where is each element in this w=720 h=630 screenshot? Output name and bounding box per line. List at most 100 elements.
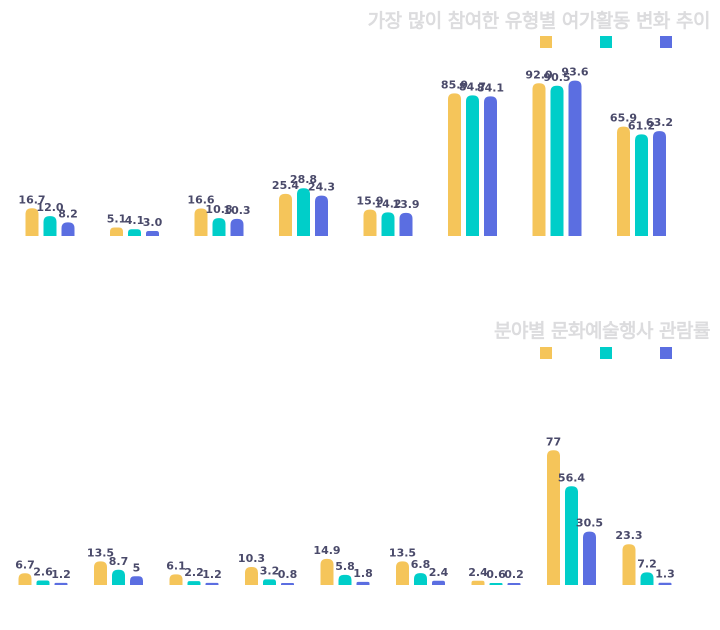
- data-label: 56.4: [558, 471, 585, 484]
- data-label: 63.2: [646, 116, 673, 129]
- data-label: 14.2: [374, 197, 401, 210]
- legend-swatch: [540, 36, 552, 48]
- data-label: 5: [133, 561, 141, 574]
- data-label: 0.2: [504, 568, 524, 581]
- data-label: 5.1: [107, 213, 127, 226]
- bar: [471, 580, 485, 585]
- chart-title: 분야별 문화예술행사 관람률: [494, 320, 711, 342]
- bar: [315, 195, 328, 236]
- data-label: 1.2: [202, 568, 222, 581]
- bar: [356, 581, 370, 585]
- data-label: 65.9: [610, 112, 637, 125]
- data-label: 61.2: [628, 119, 655, 132]
- bar: [484, 96, 497, 236]
- data-label: 23.3: [615, 529, 642, 542]
- bar: [25, 208, 39, 236]
- bar: [432, 580, 445, 585]
- data-label: 2.2: [184, 566, 204, 579]
- bar: [279, 193, 292, 236]
- bar-chart-leisure: 16.7 5.1 16.6 25.4 15.9 85.9 92.0 65.9 12.0 4.1 10…: [18, 66, 673, 237]
- bar: [466, 95, 479, 236]
- bar: [532, 83, 546, 236]
- data-label: 8.2: [58, 207, 78, 220]
- data-label: 1.8: [353, 567, 373, 580]
- bar: [205, 582, 219, 585]
- chart-panel-culture: 분야별 문화예술행사 관람률 6.7 13.5 6.1 10.3 14.9 13.5 2.4…: [0, 300, 720, 630]
- bar: [54, 582, 68, 585]
- bar: [363, 209, 377, 236]
- bar: [61, 222, 75, 236]
- data-label: 25.4: [272, 179, 299, 192]
- data-label: 85.9: [441, 78, 468, 91]
- bar: [230, 218, 244, 236]
- data-label: 10.8: [205, 203, 232, 216]
- bar: [194, 208, 208, 236]
- data-label: 30.5: [576, 517, 603, 530]
- bar: [169, 574, 183, 585]
- bar: [36, 580, 50, 585]
- data-label: 1.2: [51, 568, 71, 581]
- data-label: 6.1: [166, 559, 186, 572]
- bar: [320, 558, 334, 585]
- data-label: 2.4: [429, 566, 449, 579]
- data-label: 16.7: [18, 193, 45, 206]
- bar: [212, 218, 226, 236]
- data-label: 6.7: [15, 558, 35, 571]
- bar: [94, 561, 107, 585]
- data-label: 13.5: [87, 546, 114, 559]
- bar: [263, 579, 276, 585]
- legend-swatch: [600, 347, 612, 359]
- bar: [110, 227, 123, 236]
- data-label: 92.0: [525, 68, 552, 81]
- data-label: 1.3: [655, 568, 675, 581]
- bar: [381, 212, 395, 236]
- bar: [146, 231, 159, 236]
- legend-swatch: [660, 347, 672, 359]
- bar: [414, 573, 427, 585]
- legend-swatch: [660, 36, 672, 48]
- data-label: 12.0: [36, 201, 63, 214]
- data-label: 10.3: [238, 552, 265, 565]
- data-label: 5.8: [335, 560, 355, 573]
- bar: [653, 131, 666, 236]
- data-label: 6.8: [411, 558, 431, 571]
- bar: [568, 80, 582, 237]
- legend: [540, 36, 672, 48]
- legend-swatch: [540, 347, 552, 359]
- bar: [550, 85, 564, 237]
- data-label: 0.6: [486, 568, 506, 581]
- bar: [635, 134, 648, 236]
- data-label: 3.2: [260, 564, 280, 577]
- legend: [540, 347, 672, 359]
- bar: [489, 583, 503, 585]
- data-label: 24.3: [308, 181, 335, 194]
- bar: [583, 531, 596, 585]
- data-label: 28.8: [290, 173, 317, 186]
- bar: [128, 229, 141, 236]
- bar: [281, 583, 294, 585]
- bar: [565, 486, 578, 585]
- data-label: 13.9: [392, 198, 419, 211]
- data-label: 15.9: [356, 195, 383, 208]
- bar-chart-culture: 6.7 13.5 6.1 10.3 14.9 13.5 2.4 77 23.3 2.6 8.7 2.2…: [15, 435, 675, 585]
- bar: [622, 544, 636, 585]
- data-label: 13.5: [389, 546, 416, 559]
- data-label: 84.7: [459, 80, 486, 93]
- bar: [448, 93, 461, 236]
- bar: [507, 583, 521, 585]
- data-label: 0.8: [278, 568, 298, 581]
- data-label: 8.7: [109, 555, 129, 568]
- bar: [617, 126, 630, 236]
- chart-title: 가장 많이 참여한 유형별 여가활동 변화 추이: [367, 10, 711, 32]
- data-label: 4.1: [125, 214, 145, 227]
- bar: [399, 212, 413, 236]
- bar: [112, 569, 125, 585]
- bar: [396, 561, 409, 585]
- bar: [18, 573, 32, 585]
- data-label: 14.9: [313, 544, 340, 557]
- data-label: 2.4: [468, 566, 488, 579]
- data-label: 84.1: [477, 81, 504, 94]
- bar: [547, 450, 560, 585]
- bar: [640, 572, 654, 585]
- data-label: 16.6: [187, 193, 214, 206]
